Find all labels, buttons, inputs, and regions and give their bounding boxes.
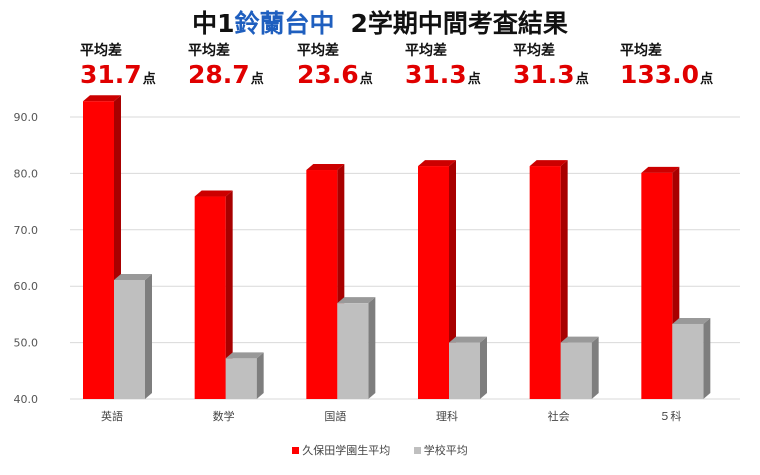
diff-value-total: 133.0 [620, 60, 700, 89]
chart-title: 中1鈴蘭台中 2学期中間考査結果 [0, 4, 760, 40]
legend-item-series2: 学校平均 [413, 442, 468, 458]
diff-unit: 点 [359, 72, 373, 87]
title-school-name: 鈴蘭台中 [234, 9, 335, 38]
y-tick-label: 80.0 [14, 167, 39, 180]
y-tick-label: 60.0 [14, 280, 39, 293]
bar-series2 [560, 336, 599, 399]
bar-series2 [114, 273, 152, 399]
diff-value-math: 28.7 [188, 60, 250, 89]
legend-swatch [413, 447, 421, 454]
diff-block-total: 平均差 133.0点 [620, 42, 740, 95]
diff-label: 平均差 [297, 43, 339, 59]
diff-unit: 点 [467, 72, 481, 87]
legend-label: 久保田学園生平均 [302, 444, 391, 457]
diff-block-math: 平均差 28.7点 [188, 42, 308, 95]
y-tick-label: 50.0 [14, 337, 39, 350]
legend-label: 学校平均 [423, 444, 468, 457]
bar-series2 [337, 297, 376, 399]
bar-series1 [194, 190, 233, 399]
diff-label: 平均差 [513, 43, 555, 59]
x-tick-label: 社会 [548, 409, 570, 423]
legend: 久保田学園生平均 学校平均 [0, 442, 760, 458]
diff-label: 平均差 [188, 43, 230, 59]
bar-series1 [83, 95, 121, 399]
bar-series2 [225, 352, 264, 399]
x-tick-label: 英語 [101, 409, 123, 423]
diff-block-english: 平均差 31.7点 [80, 42, 200, 95]
x-tick-label: 国語 [324, 409, 346, 423]
diff-value-science: 31.3 [405, 60, 467, 89]
legend-item-series1: 久保田学園生平均 [292, 442, 390, 458]
y-tick-label: 70.0 [14, 224, 39, 237]
diff-label: 平均差 [620, 43, 662, 59]
diff-unit: 点 [575, 72, 589, 87]
x-tick-label: 数学 [213, 409, 235, 423]
title-prefix: 中1 [192, 9, 235, 38]
diff-label: 平均差 [80, 43, 122, 59]
y-tick-label: 90.0 [14, 111, 39, 124]
diff-value-social: 31.3 [513, 60, 575, 89]
title-suffix: 2学期中間考査結果 [350, 9, 568, 38]
bar-series2 [672, 317, 711, 399]
diff-unit: 点 [250, 72, 264, 87]
diff-block-japanese: 平均差 23.6点 [297, 42, 417, 95]
diff-value-english: 31.7 [80, 60, 142, 89]
diff-unit: 点 [700, 72, 714, 87]
diff-unit: 点 [142, 72, 156, 87]
diff-block-science: 平均差 31.3点 [405, 42, 525, 95]
bar-series1 [418, 160, 456, 399]
diff-label: 平均差 [405, 43, 447, 59]
x-tick-label: 理科 [436, 409, 458, 423]
bar-series2 [449, 336, 487, 399]
legend-swatch [292, 447, 300, 454]
y-tick-label: 40.0 [14, 393, 39, 406]
diff-value-japanese: 23.6 [297, 60, 359, 89]
x-tick-label: ５科 [659, 409, 681, 423]
bar-series1 [641, 166, 680, 399]
diff-block-social: 平均差 31.3点 [513, 42, 633, 95]
